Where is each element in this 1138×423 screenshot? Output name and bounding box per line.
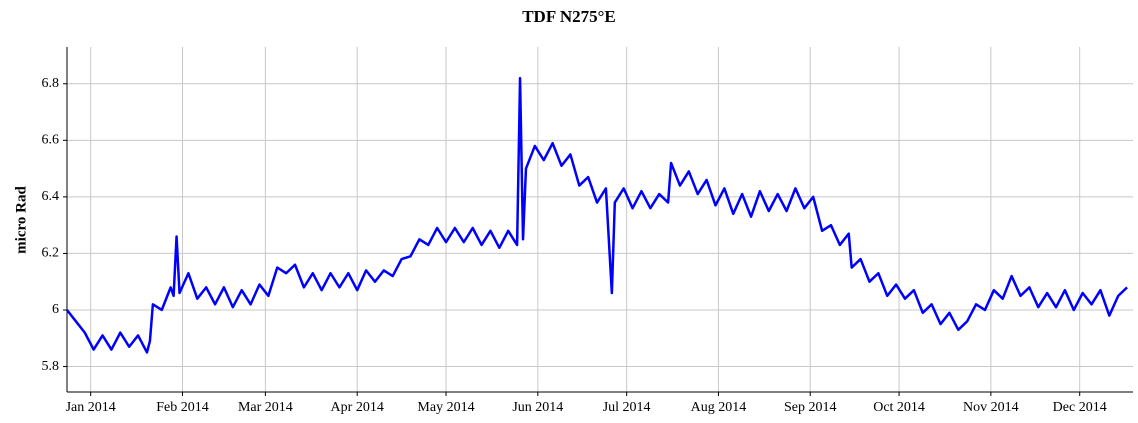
chart-title: TDF N275°E bbox=[522, 7, 616, 26]
y-tick-label: 6.4 bbox=[42, 189, 60, 204]
x-tick-label: Oct 2014 bbox=[873, 400, 925, 415]
x-tick-label: Sep 2014 bbox=[784, 400, 837, 415]
y-tick-label: 6 bbox=[52, 302, 59, 317]
x-tick-label: Feb 2014 bbox=[156, 400, 209, 415]
x-tick-label: May 2014 bbox=[417, 400, 474, 415]
x-tick-label: Dec 2014 bbox=[1053, 400, 1107, 415]
y-axis-label: micro Rad bbox=[13, 186, 29, 254]
x-tick-label: Mar 2014 bbox=[238, 400, 293, 415]
x-tick-label: Apr 2014 bbox=[331, 400, 384, 415]
x-tick-label: Aug 2014 bbox=[691, 400, 747, 415]
x-tick-label: Jan 2014 bbox=[66, 400, 116, 415]
x-tick-label: Jun 2014 bbox=[512, 400, 563, 415]
data-line bbox=[66, 76, 1128, 354]
y-tick-label: 5.8 bbox=[42, 359, 60, 374]
y-tick-label: 6.8 bbox=[42, 76, 60, 91]
y-tick-label: 6.6 bbox=[42, 133, 60, 148]
y-tick-label: 6.2 bbox=[42, 246, 60, 261]
x-tick-label: Jul 2014 bbox=[603, 400, 651, 415]
x-tick-label: Nov 2014 bbox=[963, 400, 1019, 415]
